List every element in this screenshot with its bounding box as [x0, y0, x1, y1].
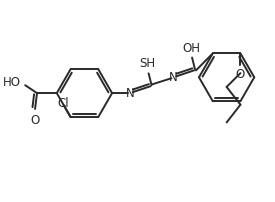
Text: Cl: Cl: [57, 97, 68, 110]
Text: SH: SH: [139, 57, 156, 70]
Text: HO: HO: [3, 76, 21, 89]
Text: N: N: [125, 87, 134, 100]
Text: N: N: [169, 71, 178, 84]
Text: O: O: [31, 114, 40, 127]
Text: OH: OH: [182, 42, 200, 55]
Text: O: O: [236, 68, 245, 81]
